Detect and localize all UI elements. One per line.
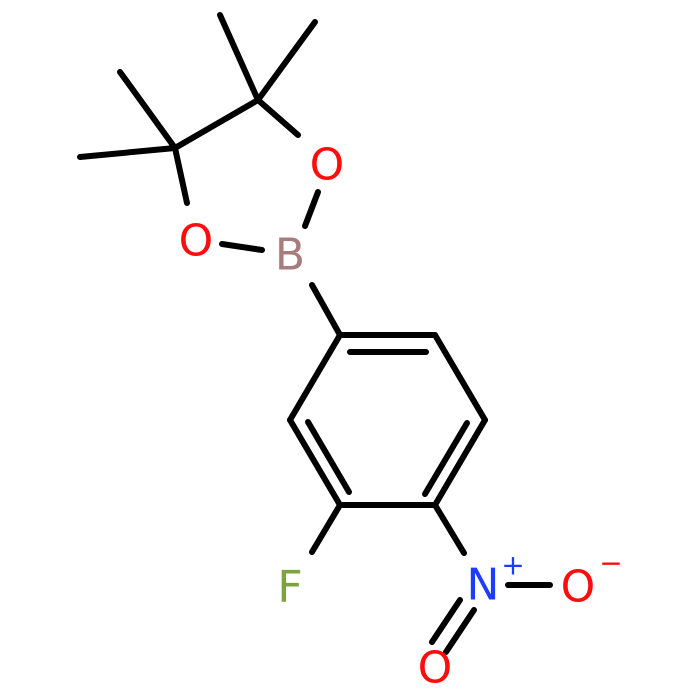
bond <box>432 417 488 508</box>
bond <box>255 19 318 103</box>
atom-label: B <box>275 230 305 281</box>
atom-charge: + <box>501 549 524 582</box>
bond <box>117 69 178 151</box>
bond <box>309 502 343 555</box>
bond <box>443 607 477 655</box>
bond <box>217 12 261 103</box>
bond <box>172 97 261 151</box>
bond <box>432 502 467 556</box>
bond <box>287 332 343 423</box>
bond <box>255 97 301 138</box>
bond <box>309 282 343 338</box>
bond <box>302 189 321 229</box>
atom-label: O <box>418 643 453 694</box>
atom-label: N <box>467 560 500 611</box>
bond <box>422 420 470 497</box>
bond <box>287 417 343 508</box>
bond <box>432 332 488 423</box>
bonds <box>77 12 553 655</box>
bond <box>305 419 352 495</box>
bond <box>77 145 178 160</box>
atom-label: O <box>310 140 345 191</box>
bond <box>172 145 190 206</box>
atom-label: F <box>277 562 302 613</box>
atom-charge: − <box>599 547 622 580</box>
bond <box>429 597 463 645</box>
bond <box>219 241 265 253</box>
atom-label: O <box>179 216 214 267</box>
atom-label: O <box>561 562 596 613</box>
